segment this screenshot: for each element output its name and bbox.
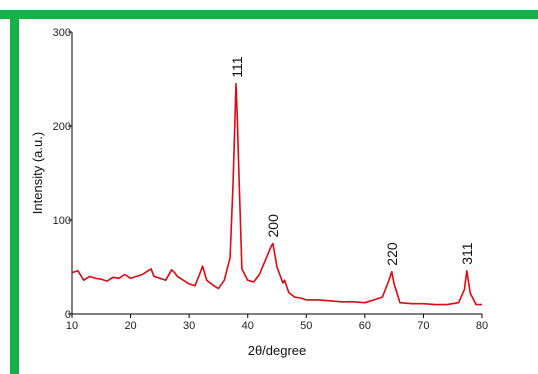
peak-label-111: 111 [229,56,245,77]
series-layer [71,82,482,306]
axes [71,32,482,315]
green-frame-left-border [10,19,19,374]
x-tick-label: 40 [242,320,254,332]
x-tick-label: 80 [476,320,488,332]
y-tick-label: 100 [53,215,71,227]
x-tick-label: 70 [417,320,429,332]
ticks: 10 20 30 40 50 60 70 80 0 100 200 300 [53,27,488,332]
x-tick-label: 60 [359,320,371,332]
peak-labels: 111 200 220 311 [229,56,475,265]
peak-label-200: 200 [265,214,281,238]
x-tick-label: 10 [66,320,78,332]
y-tick-label: 200 [53,121,71,133]
x-tick-label: 20 [124,320,136,332]
x-tick-label: 30 [183,320,195,332]
green-frame-top-border [0,10,538,19]
y-tick-label: 300 [53,27,71,39]
x-axis-title: 2θ/degree [248,343,307,358]
peak-label-311: 311 [459,242,475,265]
x-tick-label: 50 [300,320,312,332]
y-tick-label: 0 [65,309,71,321]
xrd-pattern-line [71,82,482,306]
y-axis-title: Intensity (a.u.) [30,132,45,214]
peak-label-220: 220 [384,242,400,266]
